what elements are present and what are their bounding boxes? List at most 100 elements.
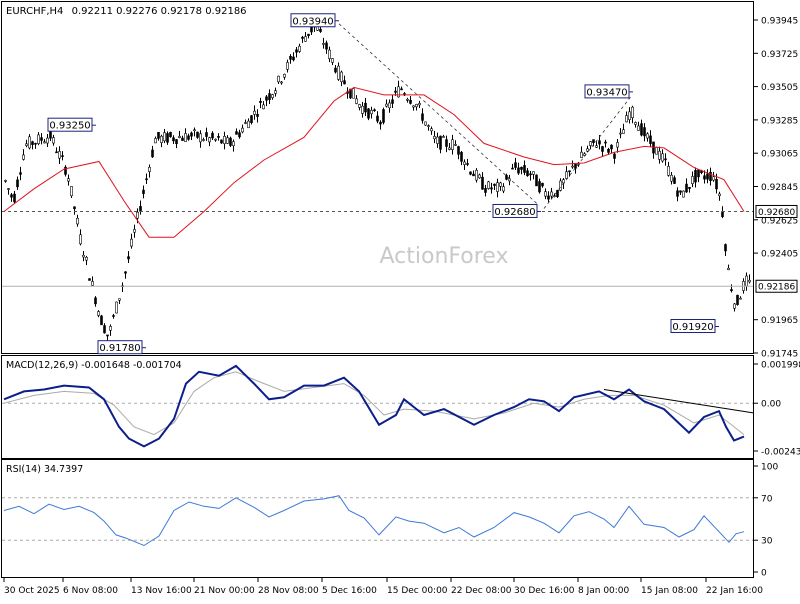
candle-body: [265, 96, 268, 101]
candle-body: [430, 128, 433, 132]
x-tick-label: 30 Dec 16:00: [514, 586, 575, 596]
x-tick-label: 30 Oct 2025: [4, 586, 60, 596]
rsi-layer: [2, 495, 753, 547]
candle-body: [592, 139, 595, 144]
candle-body: [538, 181, 541, 193]
candle-body: [541, 182, 544, 187]
reference-level-tag: [755, 204, 798, 218]
candle-body: [115, 301, 118, 314]
candle-body: [745, 275, 748, 287]
candle-body: [544, 191, 547, 197]
candle-body: [235, 131, 238, 135]
candle-body: [229, 137, 232, 146]
candle-body: [16, 179, 19, 188]
rsi-panel-frame: [1, 459, 754, 578]
candle-body: [4, 180, 7, 182]
candle-body: [703, 175, 706, 180]
candle-body: [244, 122, 247, 124]
annotation-box: [290, 13, 336, 28]
candle-body: [682, 190, 685, 198]
candle-body: [643, 127, 646, 137]
candle-body: [61, 155, 64, 157]
annotation-label: 0.93940: [292, 16, 333, 27]
macd-line: [3, 364, 745, 448]
candle-body: [706, 173, 709, 180]
candle-body: [187, 135, 190, 140]
candle-body: [43, 141, 46, 144]
candle-body: [31, 141, 34, 145]
candle-body: [733, 303, 736, 309]
symbol-name: EURCHF,H4: [6, 6, 63, 17]
candle-body: [496, 182, 499, 192]
candle-body: [352, 88, 355, 99]
candle-body: [277, 75, 280, 83]
rsi-tick-label: 100: [761, 463, 778, 473]
candle-body: [640, 123, 643, 136]
candle-body: [493, 183, 496, 186]
candle-body: [340, 71, 343, 83]
candle-body: [382, 109, 385, 123]
candle-body: [523, 165, 526, 173]
candle-body: [37, 134, 40, 145]
candle-body: [532, 171, 535, 175]
symbol-label: EURCHF,H4 0.92211 0.92276 0.92178 0.9218…: [6, 6, 247, 17]
candle-body: [160, 135, 163, 143]
x-tick-label: 5 Dec 16:00: [322, 586, 377, 596]
candle-body: [310, 26, 313, 33]
candle-body: [685, 183, 688, 193]
candle-body: [664, 158, 667, 161]
candle-body: [595, 145, 598, 148]
candle-body: [457, 146, 460, 155]
candle-body: [319, 28, 322, 32]
price-panel-frame: [1, 1, 754, 354]
candle-body: [649, 135, 652, 144]
candle-body: [148, 166, 151, 172]
candle-body: [292, 56, 295, 61]
candle-body: [97, 311, 100, 316]
price-tick-label: 0.93505: [761, 83, 798, 93]
candle-body: [436, 136, 439, 144]
candle-body: [385, 103, 388, 107]
x-tick-label: 6 Nov 08:00: [63, 586, 118, 596]
candle-body: [670, 174, 673, 182]
candle-body: [421, 113, 424, 121]
candle-body: [157, 132, 160, 139]
candle-body: [112, 315, 115, 317]
candle-body: [694, 170, 697, 183]
candle-body: [163, 132, 166, 142]
macd-tick-label: 0.00: [761, 400, 781, 410]
candle-body: [85, 256, 88, 261]
candle-body: [361, 105, 364, 114]
candle-body: [136, 211, 139, 219]
candle-body: [256, 113, 259, 117]
candle-body: [106, 334, 109, 337]
candle-body: [223, 136, 226, 145]
candle-body: [79, 234, 82, 245]
candle-body: [526, 170, 529, 177]
x-tick-label: 28 Nov 08:00: [258, 586, 319, 596]
candle-body: [391, 99, 394, 104]
macd-tick-label: 0.001998: [761, 361, 800, 371]
candle-body: [373, 109, 376, 112]
candle-body: [145, 178, 148, 181]
candle-body: [631, 106, 634, 119]
candle-body: [73, 206, 76, 210]
candle-body: [445, 139, 448, 147]
rsi-tick-label: 0: [761, 569, 767, 579]
candle-body: [247, 120, 250, 129]
candle-body: [409, 99, 412, 104]
candle-body: [619, 132, 622, 135]
candle-body: [655, 147, 658, 155]
candle-body: [379, 121, 382, 125]
macd-trendline: [603, 388, 755, 414]
candle-body: [301, 36, 304, 39]
candle-body: [622, 129, 625, 134]
candle-body: [166, 133, 169, 143]
annotation-label: 0.93470: [586, 87, 627, 98]
candle-body: [604, 141, 607, 144]
candle-body: [397, 86, 400, 98]
candle-body: [103, 325, 106, 334]
price-tick-label: 0.92405: [761, 250, 798, 260]
candle-body: [625, 115, 628, 123]
candle-body: [142, 189, 145, 194]
